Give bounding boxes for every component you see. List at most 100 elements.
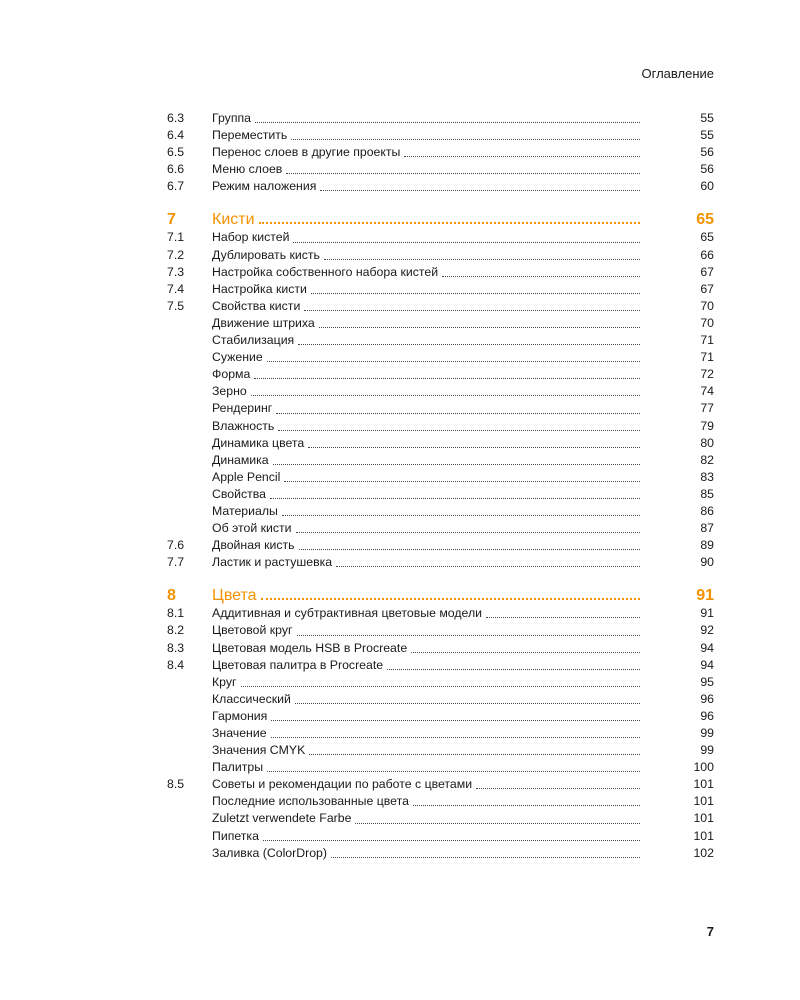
toc-title: Режим наложения	[212, 179, 317, 194]
dot-leader	[355, 822, 640, 824]
toc-title: Кисти	[212, 211, 255, 229]
toc-page-number: 80	[700, 435, 714, 450]
dot-leader	[295, 532, 640, 534]
dot-leader	[272, 463, 640, 465]
toc-entry[interactable]: Форма 72	[167, 366, 714, 383]
toc-section-number: 8.3	[167, 640, 185, 655]
toc-entry[interactable]: Палитры 100	[167, 759, 714, 776]
toc-page-number: 89	[700, 538, 714, 553]
toc-entry[interactable]: Свойства 85	[167, 486, 714, 503]
toc-page-number: 74	[700, 384, 714, 399]
toc-title: Переместить	[212, 128, 288, 143]
toc-entry[interactable]: 7.2 Дублировать кисть 66	[167, 247, 714, 264]
dot-leader	[291, 139, 640, 141]
toc-entry[interactable]: Зерно 74	[167, 383, 714, 400]
toc-page-number: 94	[700, 640, 714, 655]
toc-title: Классический	[212, 691, 291, 706]
toc-page-number: 72	[700, 367, 714, 382]
running-header: Оглавление	[641, 66, 714, 81]
toc-title: Цвета	[212, 587, 257, 605]
toc-title: Свойства	[212, 486, 266, 501]
dot-leader	[304, 309, 640, 311]
dot-leader	[336, 566, 640, 568]
toc-title: Настройка собственного набора кистей	[212, 264, 439, 279]
toc-entry[interactable]: Круг 95	[167, 674, 714, 691]
toc-entry[interactable]: Классический 96	[167, 691, 714, 708]
toc-entry[interactable]: 7.1 Набор кистей 65	[167, 229, 714, 246]
toc-entry[interactable]: 7.5 Свойства кисти 70	[167, 298, 714, 315]
toc-entry[interactable]: Рендеринг 77	[167, 400, 714, 417]
dot-leader	[270, 497, 640, 499]
toc-entry[interactable]: Движение штриха 70	[167, 315, 714, 332]
toc-chapter-entry[interactable]: 7 Кисти 65	[167, 210, 714, 229]
toc-title: Двойная кисть	[212, 538, 295, 553]
toc-entry[interactable]: Сужение 71	[167, 349, 714, 366]
toc-title: Ластик и растушевка	[212, 555, 333, 570]
toc-entry[interactable]: 6.7 Режим наложения 60	[167, 178, 714, 195]
toc-entry[interactable]: 7.7 Ластик и растушевка 90	[167, 554, 714, 571]
toc-entry[interactable]: Последние использованные цвета 101	[167, 793, 714, 810]
toc-entry[interactable]: Влажность 79	[167, 418, 714, 435]
toc-entry[interactable]: 8.2 Цветовой круг 92	[167, 622, 714, 639]
toc-title: Круг	[212, 674, 237, 689]
toc-title: Влажность	[212, 418, 275, 433]
toc-entry[interactable]: 7.4 Настройка кисти 67	[167, 281, 714, 298]
table-of-contents: 6.3 Группа 55 6.4 Переместить 55 6.5 Перенос сл…	[167, 110, 714, 862]
toc-page-number: 94	[700, 657, 714, 672]
toc-entry[interactable]: 8.5 Советы и рекомендации по работе с цве…	[167, 776, 714, 793]
toc-page-number: 82	[700, 452, 714, 467]
toc-entry[interactable]: 6.3 Группа 55	[167, 110, 714, 127]
toc-entry[interactable]: 7.6 Двойная кисть 89	[167, 537, 714, 554]
dot-leader	[271, 720, 640, 721]
toc-entry[interactable]: Динамика 82	[167, 452, 714, 469]
toc-entry[interactable]: 6.5 Перенос слоев в другие проекты 56	[167, 144, 714, 161]
toc-entry[interactable]: Заливка (ColorDrop) 102	[167, 845, 714, 862]
toc-entry[interactable]: 8.3 Цветовая модель HSB в Procreate 94	[167, 640, 714, 657]
dot-leader	[278, 429, 640, 431]
toc-entry[interactable]: 8.4 Цветовая палитра в Procreate 94	[167, 657, 714, 674]
toc-entry[interactable]: 6.4 Переместить 55	[167, 127, 714, 144]
toc-title: Значения CMYK	[212, 743, 306, 758]
toc-entry[interactable]: Об этой кисти 87	[167, 520, 714, 537]
toc-page-number: 90	[700, 555, 714, 570]
toc-title: Об этой кисти	[212, 521, 292, 536]
toc-entry[interactable]: 8.1 Аддитивная и субтрактивная цветовые м…	[167, 605, 714, 622]
toc-title: Настройка кисти	[212, 281, 307, 296]
dot-leader	[309, 754, 640, 756]
toc-page-number: 70	[700, 298, 714, 313]
toc-page-number: 96	[700, 708, 714, 723]
toc-page-number: 65	[700, 230, 714, 245]
toc-entry[interactable]: Пипетка 101	[167, 828, 714, 845]
toc-page-number: 99	[700, 743, 714, 758]
toc-title: Динамика	[212, 452, 269, 467]
dot-leader	[310, 292, 640, 294]
toc-title: Apple Pencil	[212, 469, 281, 484]
toc-title: Значение	[212, 726, 267, 740]
toc-entry[interactable]: Гармония 96	[167, 708, 714, 725]
toc-entry[interactable]: Динамика цвета 80	[167, 435, 714, 452]
toc-title: Стабилизация	[212, 333, 295, 348]
toc-title: Цветовая палитра в Procreate	[212, 657, 384, 672]
dot-leader	[240, 685, 640, 687]
toc-entry[interactable]: Значения CMYK 99	[167, 742, 714, 759]
dot-leader	[270, 737, 640, 739]
toc-entry[interactable]: Стабилизация 71	[167, 332, 714, 349]
toc-title: Пипетка	[212, 828, 259, 843]
toc-entry[interactable]: 6.6 Меню слоев 56	[167, 161, 714, 178]
toc-title: Рендеринг	[212, 401, 273, 416]
toc-entry[interactable]: Значение 99	[167, 725, 714, 742]
toc-title: Группа	[212, 111, 251, 125]
toc-page-number: 67	[700, 264, 714, 279]
toc-section-number: 6.7	[167, 179, 185, 194]
toc-entry[interactable]: 7.3 Настройка собственного набора кистей 6…	[167, 264, 714, 281]
toc-title: Набор кистей	[212, 230, 290, 245]
toc-page-number: 67	[700, 281, 714, 296]
toc-section-number: 7.7	[167, 555, 185, 570]
toc-entry[interactable]: Zuletzt verwendete Farbe 101	[167, 810, 714, 827]
toc-entry[interactable]: Материалы 86	[167, 503, 714, 520]
toc-title: Материалы	[212, 503, 278, 518]
toc-section-number: 7.5	[167, 298, 185, 313]
toc-chapter-entry[interactable]: 8 Цвета 91	[167, 586, 714, 605]
toc-page-number: 56	[700, 162, 714, 177]
toc-entry[interactable]: Apple Pencil 83	[167, 469, 714, 486]
